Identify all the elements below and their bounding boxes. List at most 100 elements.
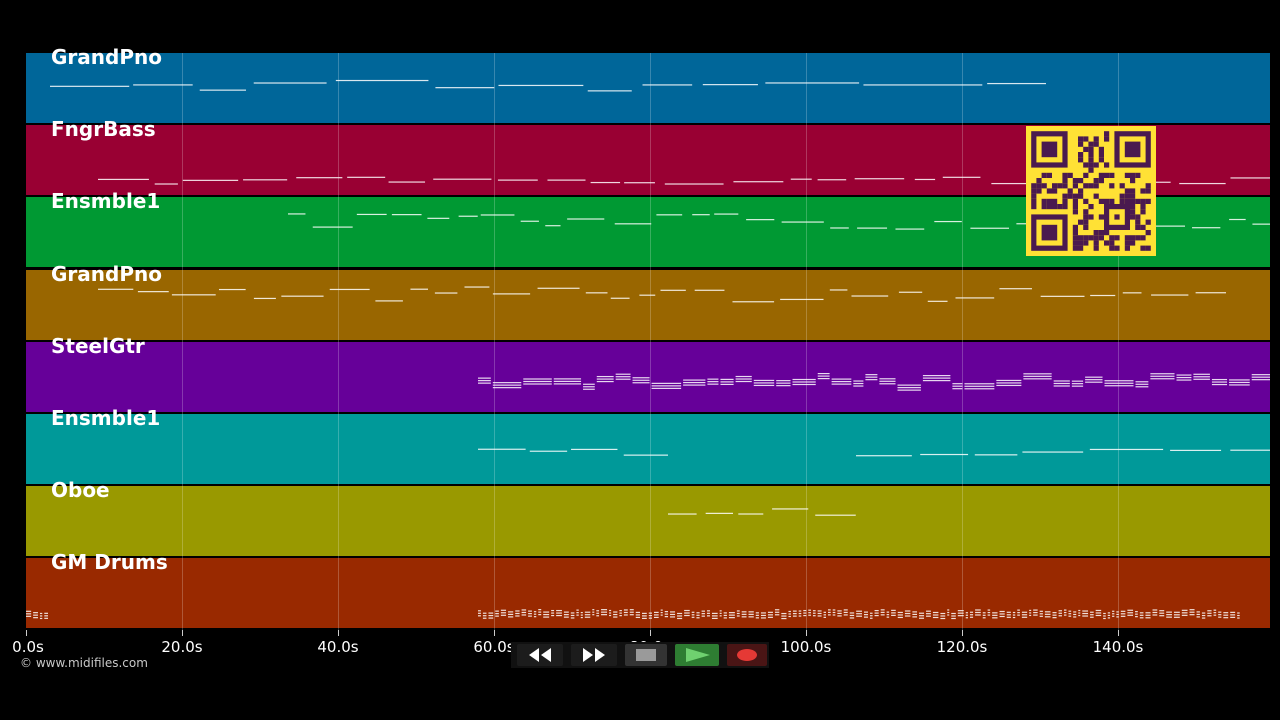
note-mark (537, 287, 580, 289)
note-mark (684, 610, 690, 612)
note-mark (774, 612, 780, 614)
note-mark (843, 612, 848, 614)
note-mark (1090, 617, 1094, 619)
tick-label: 40.0s (317, 638, 359, 656)
note-mark (1107, 617, 1111, 619)
note-mark (817, 179, 847, 181)
note-mark (583, 388, 595, 390)
note-marks (668, 508, 856, 516)
note-mark (1166, 611, 1172, 614)
note-mark (642, 615, 647, 617)
note-mark (992, 612, 998, 614)
note-mark (1127, 612, 1134, 614)
note-mark (1211, 378, 1228, 380)
note-mark (1152, 612, 1158, 614)
note-mark (711, 613, 718, 615)
record-button[interactable] (727, 644, 767, 666)
note-mark (478, 615, 481, 617)
gridline (650, 53, 651, 630)
stop-button[interactable] (625, 644, 667, 666)
note-mark (583, 385, 595, 388)
note-mark (1195, 291, 1226, 293)
note-mark (940, 613, 946, 615)
note-mark (904, 610, 911, 613)
note-mark (987, 82, 1046, 85)
note-mark (623, 609, 628, 611)
note-marks (478, 372, 1270, 391)
note-mark (856, 616, 862, 618)
note-mark (281, 295, 324, 297)
note-mark (707, 378, 719, 380)
note-mark (792, 383, 816, 385)
note-mark (696, 617, 700, 619)
note-mark (624, 182, 655, 184)
note-mark (609, 612, 612, 614)
note-mark (1053, 380, 1070, 382)
note-mark (863, 616, 868, 619)
note-mark (1103, 615, 1106, 617)
note-mark (1112, 616, 1115, 618)
rewind-button[interactable] (517, 644, 563, 666)
note-mark (732, 300, 775, 302)
note-mark (1127, 610, 1134, 612)
note-mark (1151, 294, 1189, 296)
note-mark (987, 614, 991, 617)
note-mark (1229, 384, 1250, 386)
note-mark (683, 379, 706, 381)
track-name: Ensmble1 (51, 406, 161, 430)
note-mark (856, 611, 862, 613)
note-mark (772, 508, 809, 510)
note-mark (728, 612, 735, 614)
note-mark (837, 610, 842, 612)
fast-forward-button[interactable] (571, 644, 617, 666)
note-mark (570, 615, 575, 617)
note-mark (538, 611, 542, 614)
gridline (1118, 53, 1119, 630)
note-mark (33, 617, 38, 619)
note-mark (792, 615, 797, 618)
track-name: GM Drums (51, 550, 168, 575)
note-mark (580, 617, 583, 619)
track-lane: Oboe (26, 478, 1270, 557)
note-mark (982, 617, 986, 619)
note-mark (964, 385, 995, 387)
playback-controls (511, 642, 769, 668)
play-button[interactable] (675, 644, 719, 666)
note-mark (478, 448, 526, 450)
note-mark (596, 613, 600, 615)
note-mark (670, 611, 676, 613)
note-mark (701, 613, 705, 615)
note-mark (133, 84, 193, 86)
note-mark (533, 616, 537, 618)
note-mark (748, 614, 754, 616)
note-mark (865, 373, 878, 376)
track-name: FngrBass (51, 117, 156, 142)
note-mark (1207, 613, 1212, 615)
note-mark (515, 610, 520, 612)
note-mark (812, 612, 816, 615)
note-mark (880, 614, 885, 616)
note-mark (851, 295, 889, 297)
note-mark (1139, 615, 1144, 617)
note-mark (735, 378, 752, 380)
note-mark (464, 286, 490, 288)
note-mark (1150, 377, 1175, 380)
note-mark (849, 612, 855, 614)
note-mark (615, 378, 631, 380)
track-lane: SteelGtr (26, 334, 1270, 412)
note-mark (523, 378, 552, 380)
note-mark (969, 617, 974, 619)
note-mark (808, 612, 811, 614)
note-mark (1103, 613, 1106, 615)
note-mark (798, 613, 802, 615)
note-mark (596, 375, 614, 377)
note-mark (837, 615, 842, 617)
note-mark (609, 610, 612, 612)
note-mark (1176, 379, 1192, 381)
note-mark (692, 214, 710, 216)
note-mark (1053, 385, 1070, 387)
note-mark (1095, 612, 1102, 614)
note-mark (788, 616, 791, 618)
note-mark (748, 611, 754, 613)
note-mark (1207, 615, 1212, 617)
